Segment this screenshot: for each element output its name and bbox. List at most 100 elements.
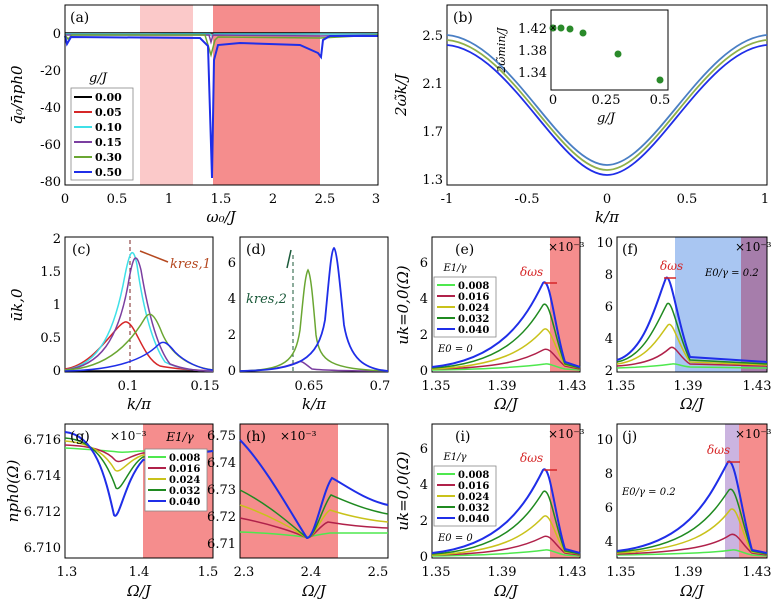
panel-f-marker: δωs [660, 259, 683, 273]
panel-g-legend: E1/γ 0.008 0.016 0.024 0.032 0.040 [144, 430, 208, 512]
panel-g-legend-0: 0.008 [169, 453, 200, 464]
panel-c-ytick-2: 1 [53, 298, 61, 313]
panel-g-xtick-2: 1.5 [198, 565, 219, 580]
panel-h-ytick-1: 6.72 [207, 510, 236, 525]
panel-f-xlabel: Ω/J [679, 395, 704, 413]
panel-i-curve-0.016 [431, 535, 581, 556]
panel-j-curve-0.024 [616, 508, 768, 555]
panel-c-curve-blue [64, 341, 214, 372]
panel-c-xtick-1: 0.15 [191, 379, 220, 394]
panel-a-legend-1: 0.05 [95, 106, 122, 119]
panel-b-inset-ytick-2: 1.34 [518, 66, 547, 81]
panel-b-inset-point-2 [566, 25, 574, 33]
panel-a-xtick-0: 0 [61, 192, 69, 207]
panel-i-curve-0.032 [431, 490, 581, 555]
panel-a-ytick-2: -40 [40, 101, 61, 116]
panel-e-xlabel: Ω/J [493, 395, 518, 413]
panel-b-ytick-0: 1.3 [422, 173, 443, 188]
panel-a-label: (a) [70, 10, 89, 26]
panel-b: × 0 0.25 0.5 1.42 1.38 1.34 g/J 2ω̃min/J… [392, 4, 769, 226]
panel-g-xtick-0: 1.3 [57, 565, 78, 580]
panel-i-xtick-1: 1.39 [488, 565, 517, 580]
panel-a-xticks: 0 0.5 1 1.5 2 2.5 3 [61, 192, 380, 207]
panel-g-multiplier: ×10⁻³ [110, 429, 147, 443]
panel-i: δωs ×10⁻³ E1/γ 0.008 0.016 0.024 0.032 0… [394, 423, 587, 600]
panel-i-marker: δωs [520, 451, 543, 465]
panel-b-ytick-2: 2.1 [422, 77, 443, 92]
panel-b-inset: × 0 0.25 0.5 1.42 1.38 1.34 g/J 2ω̃min/J [495, 9, 671, 126]
panel-e-shade [550, 237, 580, 372]
panel-d-annotation: kres,2 [246, 292, 287, 307]
panel-e-legend-2: 0.024 [458, 303, 489, 314]
panel-e-legend: E1/γ 0.008 0.016 0.024 0.032 0.040 E0 = … [433, 263, 497, 355]
panel-i-ytick-2: 4 [420, 478, 428, 493]
panel-j-label: (j) [622, 429, 637, 445]
panel-a-legend-3: 0.15 [95, 136, 122, 149]
panel-b-inset-ytick-0: 1.42 [518, 22, 547, 37]
panel-h-label: (h) [246, 429, 266, 445]
panel-j-ytick-0: 4 [605, 535, 613, 550]
panel-c-xlabel: k/π [127, 395, 152, 413]
panel-i-multiplier: ×10⁻³ [548, 427, 585, 441]
panel-h-xtick-0: 2.3 [234, 565, 255, 580]
panel-a-ytick-3: -60 [40, 138, 61, 153]
panel-a-ytick-1: -20 [40, 64, 61, 79]
panel-f-xtick-0: 1.35 [607, 379, 636, 394]
panel-e-legend-1: 0.016 [458, 292, 489, 303]
panel-i-legend-1: 0.016 [458, 481, 489, 492]
panel-i-xlabel: Ω/J [493, 582, 518, 600]
panel-g-legend-2: 0.024 [169, 475, 200, 486]
panel-b-inset-point-1 [557, 24, 565, 32]
panel-d: kres,2 0.65 0.7 0 2 4 6 (d) k/π [228, 236, 391, 413]
panel-f-label: (f) [622, 242, 638, 258]
panel-f-curve-0.032 [616, 302, 768, 365]
panel-f-shade-purple [741, 237, 767, 372]
panel-j-ytick-3: 10 [596, 433, 613, 448]
panel-b-inset-points: × [549, 23, 664, 84]
panel-g-curve-0.016 [64, 444, 214, 463]
panel-b-inset-point-5 [656, 76, 664, 84]
panel-a: 0 0.5 1 1.5 2 2.5 3 0 -20 -40 -60 -80 (a… [8, 4, 380, 226]
panel-e-curve-0.040 [431, 281, 581, 368]
panel-a-xtick-2: 1 [165, 192, 173, 207]
panel-d-xtick-0: 0.65 [295, 379, 324, 394]
panel-a-legend-4: 0.30 [95, 151, 122, 164]
panel-c-label: (c) [72, 242, 91, 258]
panel-f-curve-0.024 [616, 323, 768, 366]
panel-h-ytick-3: 6.74 [207, 456, 236, 471]
panel-h-curve-0.040 [239, 439, 389, 540]
panel-e-curve-0.032 [431, 303, 581, 369]
panel-a-legend: g/J 0.00 0.05 0.10 0.15 0.30 0.50 [70, 71, 134, 181]
panel-h-xtick-2: 2.5 [368, 565, 389, 580]
panel-b-inset-xlabel: g/J [597, 111, 616, 126]
panel-d-curve-green [239, 268, 389, 372]
panel-g-xlabel: Ω/J [126, 582, 151, 600]
panel-g: ×10⁻³ E1/γ 0.008 0.016 0.024 0.032 0.040… [4, 423, 219, 600]
panel-b-xtick-1: -0.5 [514, 192, 539, 207]
panel-i-legend-4: 0.040 [458, 514, 489, 525]
panel-a-shade-dark [213, 5, 320, 185]
panel-f-multiplier: ×10⁻³ [735, 240, 772, 254]
panel-d-xtick-1: 0.7 [370, 379, 391, 394]
panel-d-ytick-0: 0 [228, 364, 236, 379]
panel-h-curve-0.016 [239, 517, 389, 539]
panel-i-xtick-2: 1.43 [558, 565, 587, 580]
panel-b-inset-xtick-2: 0.5 [650, 93, 671, 108]
panel-f-curve-0.008 [616, 363, 768, 369]
panel-e: δωs ×10⁻³ E1/γ 0.008 0.016 0.024 0.032 0… [394, 236, 586, 413]
panel-i-shade [550, 424, 580, 558]
panel-a-series-0.50 [64, 35, 378, 179]
panel-g-ylabel: nph0(Ω) [4, 460, 22, 523]
panel-a-xtick-1: 0.5 [107, 192, 128, 207]
panel-j-shade-light [725, 424, 739, 558]
panel-d-curve-blue [239, 246, 389, 372]
svg-text:×: × [549, 23, 557, 34]
panel-i-legend-2: 0.024 [458, 492, 489, 503]
panel-e-multiplier: ×10⁻³ [548, 240, 585, 254]
panel-c-ylabel: ūk,0 [8, 288, 26, 322]
panel-j-multiplier: ×10⁻³ [735, 427, 772, 441]
panel-i-note: E0 = 0 [437, 533, 473, 544]
panel-b-ytick-3: 2.5 [422, 29, 443, 44]
panel-b-inset-xtick-1: 0.25 [592, 93, 621, 108]
panel-i-xtick-0: 1.35 [422, 565, 451, 580]
